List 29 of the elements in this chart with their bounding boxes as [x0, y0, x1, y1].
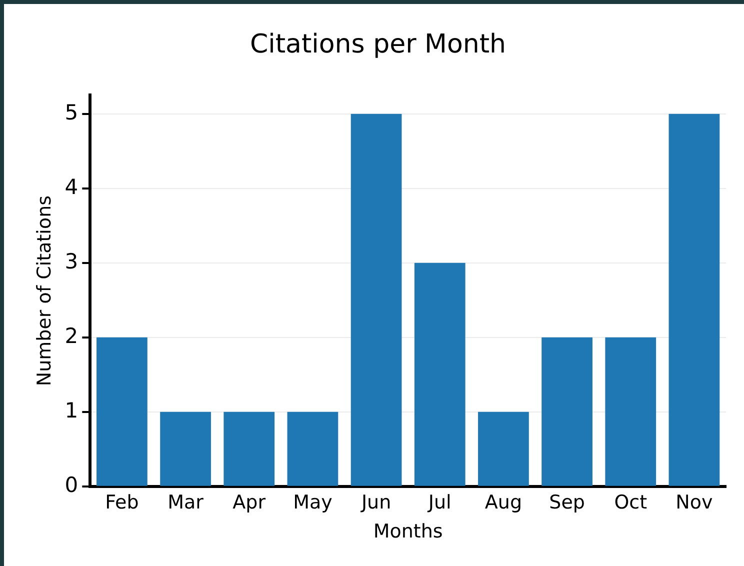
- x-tick-label: Jul: [427, 492, 452, 514]
- x-tick-label: Nov: [676, 492, 713, 514]
- x-tick-label: Feb: [105, 492, 139, 514]
- x-tick-label: Apr: [232, 492, 266, 514]
- y-tick-label: 0: [64, 472, 78, 497]
- bar: [542, 337, 592, 486]
- bar: [605, 337, 656, 486]
- x-axis-title: Months: [373, 520, 443, 543]
- bar: [668, 114, 720, 486]
- x-tick-label: Mar: [168, 492, 204, 514]
- x-tick-label: May: [293, 492, 332, 514]
- bar: [224, 412, 275, 486]
- y-axis-title: Number of Citations: [33, 195, 56, 386]
- bar: [350, 114, 402, 486]
- bar: [478, 412, 529, 486]
- x-tick-label: Aug: [484, 492, 522, 514]
- y-tick-label: 3: [64, 249, 78, 274]
- x-tick-label: Sep: [549, 492, 585, 514]
- y-tick-label: 4: [64, 174, 78, 199]
- x-tick-label: Oct: [614, 492, 648, 514]
- x-tick-label: Jun: [360, 492, 392, 514]
- y-tick-label: 2: [64, 324, 78, 348]
- bar: [160, 412, 211, 486]
- y-tick-label: 5: [64, 100, 78, 124]
- bar: [414, 262, 466, 486]
- bar: [287, 412, 338, 486]
- bar: [96, 337, 148, 486]
- chart-title: Citations per Month: [250, 29, 506, 60]
- y-tick-label: 1: [64, 398, 78, 422]
